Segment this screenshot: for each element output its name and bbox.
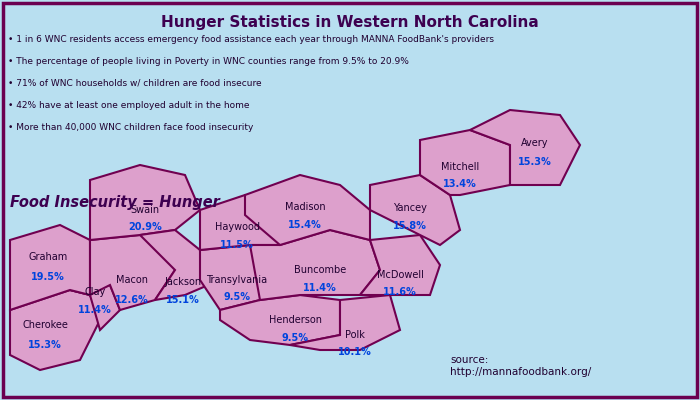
Polygon shape	[10, 225, 90, 310]
Text: McDowell: McDowell	[377, 270, 424, 280]
Polygon shape	[70, 285, 120, 330]
Text: 13.4%: 13.4%	[443, 179, 477, 189]
Text: Avery: Avery	[522, 138, 549, 148]
Text: 20.9%: 20.9%	[128, 222, 162, 232]
Text: Graham: Graham	[29, 252, 68, 262]
Text: Clay: Clay	[85, 287, 106, 297]
Text: Polk: Polk	[345, 330, 365, 340]
Text: Jackson: Jackson	[164, 277, 202, 287]
Polygon shape	[200, 195, 280, 250]
Polygon shape	[470, 110, 580, 185]
Text: Madison: Madison	[285, 202, 326, 212]
Text: 15.8%: 15.8%	[393, 221, 427, 231]
Text: 9.5%: 9.5%	[281, 333, 309, 343]
Text: • The percentage of people living in Poverty in WNC counties range from 9.5% to : • The percentage of people living in Pov…	[8, 57, 409, 66]
Text: • 42% have at least one employed adult in the home: • 42% have at least one employed adult i…	[8, 101, 249, 110]
Polygon shape	[90, 235, 175, 310]
Polygon shape	[200, 245, 280, 310]
Text: 15.1%: 15.1%	[166, 295, 200, 305]
Text: source:
http://mannafoodbank.org/: source: http://mannafoodbank.org/	[450, 355, 592, 377]
Text: 11.5%: 11.5%	[220, 240, 254, 250]
Text: 9.5%: 9.5%	[223, 292, 251, 302]
Text: Mitchell: Mitchell	[441, 162, 479, 172]
Text: 19.5%: 19.5%	[31, 272, 65, 282]
Polygon shape	[90, 165, 200, 240]
Polygon shape	[250, 230, 380, 300]
Polygon shape	[245, 175, 370, 245]
Text: Henderson: Henderson	[269, 315, 321, 325]
Text: 10.1%: 10.1%	[338, 347, 372, 357]
Text: 11.4%: 11.4%	[303, 283, 337, 293]
Text: Swain: Swain	[130, 205, 160, 215]
Text: • 1 in 6 WNC residents access emergency food assistance each year through MANNA : • 1 in 6 WNC residents access emergency …	[8, 35, 494, 44]
Text: • More than 40,000 WNC children face food insecurity: • More than 40,000 WNC children face foo…	[8, 123, 253, 132]
Polygon shape	[140, 230, 220, 300]
Text: Hunger Statistics in Western North Carolina: Hunger Statistics in Western North Carol…	[161, 15, 539, 30]
Polygon shape	[10, 290, 100, 370]
Text: 11.4%: 11.4%	[78, 305, 112, 315]
Text: Buncombe: Buncombe	[294, 265, 346, 275]
Text: 15.3%: 15.3%	[518, 157, 552, 167]
Text: Haywood: Haywood	[214, 222, 260, 232]
Text: Yancey: Yancey	[393, 203, 427, 213]
Text: 12.6%: 12.6%	[115, 295, 149, 305]
Polygon shape	[370, 175, 460, 245]
Text: 11.6%: 11.6%	[383, 287, 417, 297]
Polygon shape	[290, 295, 400, 350]
Text: Transylvania: Transylvania	[206, 275, 267, 285]
Polygon shape	[360, 235, 440, 295]
Text: 15.3%: 15.3%	[28, 340, 62, 350]
Text: Cherokee: Cherokee	[22, 320, 68, 330]
Polygon shape	[420, 130, 510, 195]
Text: Food Insecurity = Hunger: Food Insecurity = Hunger	[10, 195, 220, 210]
Text: 15.4%: 15.4%	[288, 220, 322, 230]
Text: • 71% of WNC households w/ children are food insecure: • 71% of WNC households w/ children are …	[8, 79, 262, 88]
Text: Macon: Macon	[116, 275, 148, 285]
Polygon shape	[220, 295, 340, 345]
